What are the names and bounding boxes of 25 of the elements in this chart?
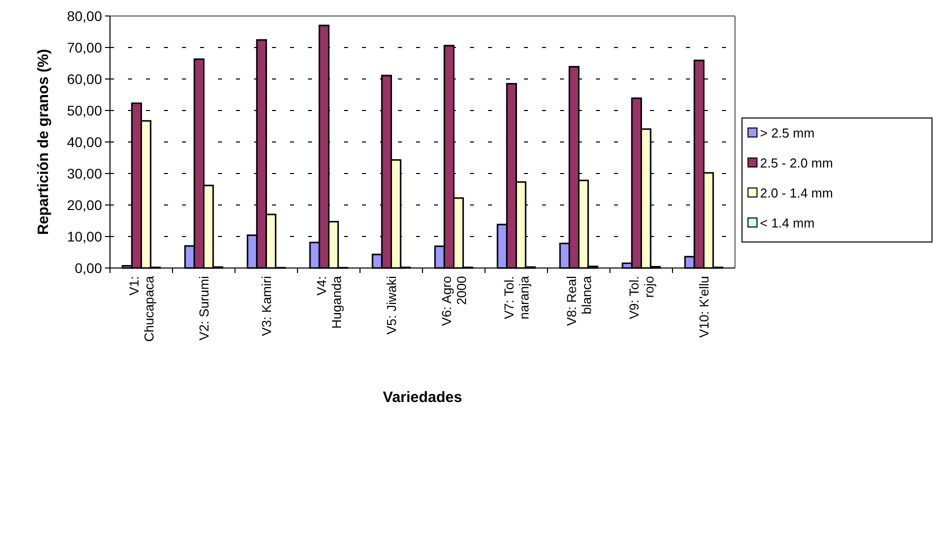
- x-tick-label: V2: Surumi: [196, 276, 212, 340]
- y-tick-label: 60,00: [66, 70, 102, 87]
- y-axis-title: Repartición de granos (%): [35, 49, 52, 235]
- legend-label: < 1.4 mm: [760, 216, 815, 231]
- y-tick-label: 40,00: [66, 134, 102, 150]
- y-tick-label: 50,00: [66, 102, 102, 118]
- x-tick-label: V4: Huganda: [314, 275, 344, 329]
- x-tick-label: V9: Tol. rojo: [626, 276, 656, 320]
- x-tick-label: V6: Agro 2000: [438, 276, 469, 326]
- y-tick-label: 80,00: [66, 8, 102, 24]
- legend-label: > 2.5 mm: [760, 126, 815, 141]
- y-tick-label: 30,00: [66, 165, 102, 182]
- x-axis-title: Variedades: [382, 389, 462, 406]
- x-tick-label: V1: Chucapaca: [126, 275, 156, 342]
- y-tick-label: 10,00: [66, 228, 102, 244]
- legend-label: 2.5 - 2.0 mm: [760, 156, 833, 171]
- x-tick-label: V7: Tol. naranja: [501, 275, 532, 320]
- x-tick-label: V5: Jiwaki: [384, 276, 399, 335]
- y-tick-label: 70,00: [66, 39, 102, 56]
- x-tick-label: V8: Real blanca: [564, 275, 594, 326]
- y-tick-label: 20,00: [66, 196, 102, 213]
- legend-label: 2.0 - 1.4 mm: [760, 186, 833, 201]
- x-tick-label: V10: K'ellu: [696, 276, 712, 338]
- x-tick-label: V3: Kamiri: [258, 276, 274, 336]
- y-tick-label: 0,00: [74, 260, 102, 276]
